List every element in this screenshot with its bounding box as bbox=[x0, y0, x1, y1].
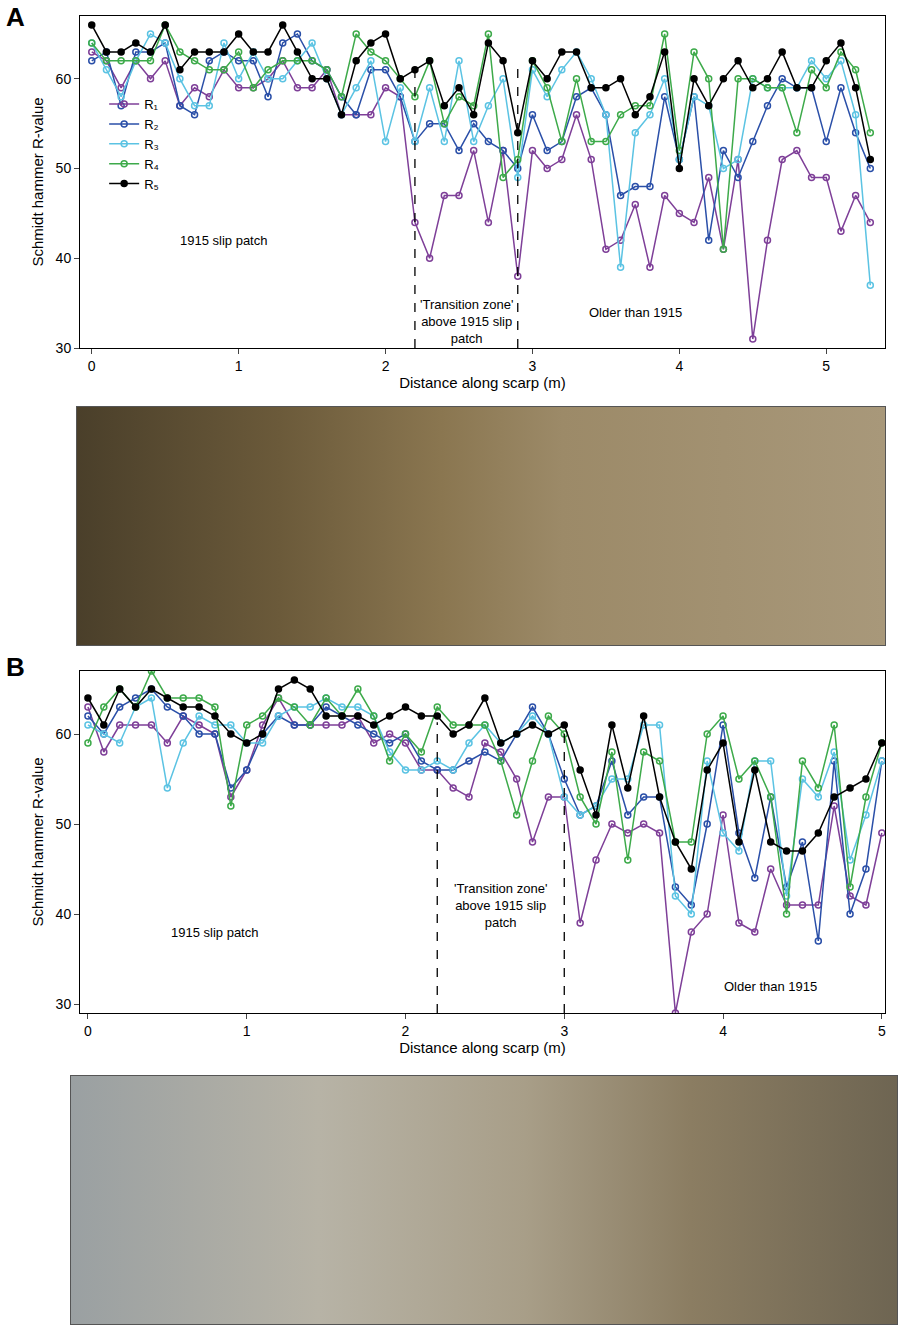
svg-text:0: 0 bbox=[88, 358, 96, 374]
svg-text:5: 5 bbox=[878, 1023, 886, 1039]
svg-text:Distance along scarp (m): Distance along scarp (m) bbox=[399, 1039, 566, 1056]
svg-text:0: 0 bbox=[84, 1023, 92, 1039]
svg-text:R₂: R₂ bbox=[144, 117, 158, 132]
svg-text:4: 4 bbox=[719, 1023, 727, 1039]
svg-text:2: 2 bbox=[402, 1023, 410, 1039]
svg-text:R₄: R₄ bbox=[144, 157, 159, 172]
svg-text:Older than 1915: Older than 1915 bbox=[724, 979, 817, 994]
svg-text:40: 40 bbox=[56, 906, 72, 922]
svg-text:Older than 1915: Older than 1915 bbox=[589, 305, 682, 320]
svg-text:R₃: R₃ bbox=[144, 137, 159, 152]
svg-text:Schmidt hammer R-value: Schmidt hammer R-value bbox=[29, 757, 46, 926]
svg-text:30: 30 bbox=[56, 340, 72, 356]
svg-text:5: 5 bbox=[822, 358, 830, 374]
svg-text:60: 60 bbox=[56, 71, 72, 87]
svg-text:4: 4 bbox=[675, 358, 683, 374]
svg-text:50: 50 bbox=[56, 160, 72, 176]
svg-text:50: 50 bbox=[56, 816, 72, 832]
svg-text:40: 40 bbox=[56, 250, 72, 266]
svg-text:1915 slip patch: 1915 slip patch bbox=[180, 233, 267, 248]
html-text:B: B bbox=[6, 652, 25, 682]
svg-text:1915 slip patch: 1915 slip patch bbox=[171, 925, 258, 940]
svg-text:Schmidt hammer R-value: Schmidt hammer R-value bbox=[29, 97, 46, 266]
svg-text:R₅: R₅ bbox=[144, 177, 159, 192]
svg-text:'Transition zone'above 1915 sl: 'Transition zone'above 1915 slippatch bbox=[454, 881, 547, 930]
svg-text:30: 30 bbox=[56, 996, 72, 1012]
svg-text:1: 1 bbox=[243, 1023, 251, 1039]
html-text:A: A bbox=[6, 2, 25, 32]
svg-text:R₁: R₁ bbox=[144, 97, 158, 112]
svg-text:'Transition zone'above 1915 sl: 'Transition zone'above 1915 slippatch bbox=[420, 297, 513, 346]
svg-text:60: 60 bbox=[56, 726, 72, 742]
svg-text:3: 3 bbox=[560, 1023, 568, 1039]
svg-text:1: 1 bbox=[235, 358, 243, 374]
svg-text:Distance along scarp (m): Distance along scarp (m) bbox=[399, 374, 566, 391]
svg-text:3: 3 bbox=[529, 358, 537, 374]
svg-text:2: 2 bbox=[382, 358, 390, 374]
